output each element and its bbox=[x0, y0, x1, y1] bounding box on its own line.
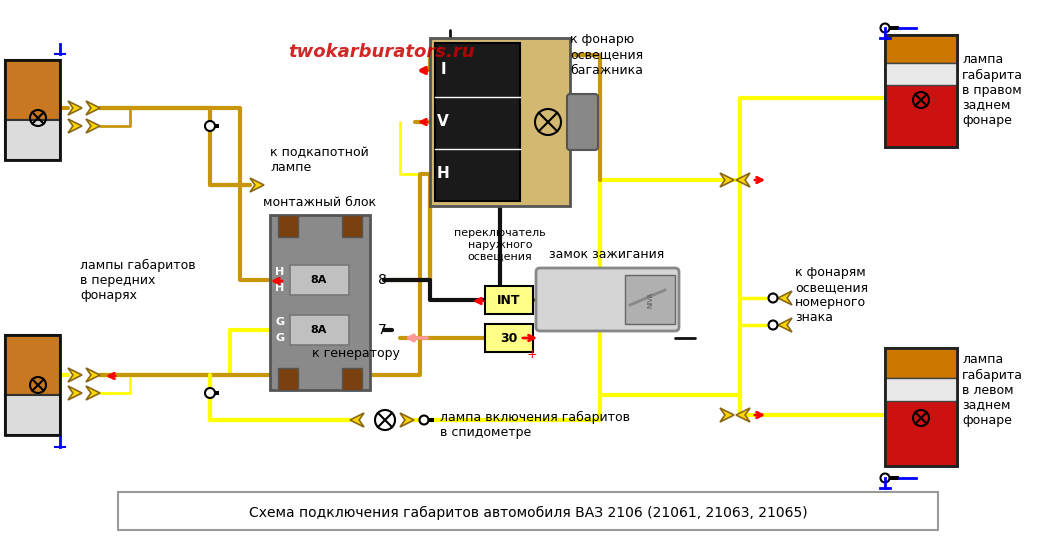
FancyBboxPatch shape bbox=[118, 492, 937, 530]
Bar bbox=[885, 378, 957, 401]
Bar bbox=[429, 418, 434, 422]
Circle shape bbox=[881, 474, 889, 483]
Text: переключатель
наружного
освещения: переключатель наружного освещения bbox=[454, 228, 545, 261]
Bar bbox=[435, 43, 520, 201]
Circle shape bbox=[205, 388, 215, 398]
Circle shape bbox=[205, 121, 215, 131]
Text: 30: 30 bbox=[500, 331, 518, 345]
FancyBboxPatch shape bbox=[536, 268, 679, 331]
Polygon shape bbox=[86, 386, 100, 400]
Text: G: G bbox=[275, 333, 284, 343]
Polygon shape bbox=[68, 368, 82, 382]
FancyBboxPatch shape bbox=[290, 265, 349, 295]
Text: V: V bbox=[437, 114, 449, 129]
Text: 8: 8 bbox=[378, 273, 387, 287]
Text: замок зажигания: замок зажигания bbox=[550, 249, 664, 262]
Text: twokarburators.ru: twokarburators.ru bbox=[289, 43, 475, 61]
Bar bbox=[625, 275, 675, 324]
Polygon shape bbox=[400, 413, 414, 427]
Text: Схема подключения габаритов автомобиля ВАЗ 2106 (21061, 21063, 21065): Схема подключения габаритов автомобиля В… bbox=[249, 506, 807, 520]
Polygon shape bbox=[778, 318, 792, 332]
Bar bbox=[885, 35, 957, 147]
FancyBboxPatch shape bbox=[485, 324, 533, 352]
Bar bbox=[5, 395, 60, 435]
Bar bbox=[342, 368, 362, 390]
Text: лампа
габарита
в правом
заднем
фонаре: лампа габарита в правом заднем фонаре bbox=[962, 54, 1023, 127]
Bar bbox=[885, 35, 957, 147]
Bar bbox=[215, 124, 219, 128]
Polygon shape bbox=[68, 386, 82, 400]
Text: 7: 7 bbox=[378, 323, 387, 337]
FancyBboxPatch shape bbox=[566, 94, 598, 150]
Text: к фонарям
освещения
номерного
знака: к фонарям освещения номерного знака bbox=[795, 266, 868, 324]
Bar bbox=[885, 63, 957, 85]
Text: к генератору: к генератору bbox=[312, 346, 400, 359]
Bar bbox=[889, 476, 899, 480]
Polygon shape bbox=[86, 119, 100, 133]
Circle shape bbox=[768, 321, 778, 330]
Polygon shape bbox=[778, 291, 792, 305]
Polygon shape bbox=[86, 368, 100, 382]
Bar bbox=[5, 60, 60, 160]
Circle shape bbox=[768, 294, 778, 302]
Circle shape bbox=[881, 24, 889, 33]
Text: 8A: 8A bbox=[311, 275, 327, 285]
Text: G: G bbox=[275, 317, 284, 327]
Bar bbox=[889, 26, 899, 30]
Polygon shape bbox=[86, 101, 100, 115]
Text: к подкапотной
лампе: к подкапотной лампе bbox=[270, 146, 369, 174]
Bar bbox=[279, 215, 298, 237]
FancyBboxPatch shape bbox=[485, 286, 533, 314]
Text: H: H bbox=[436, 166, 450, 182]
Polygon shape bbox=[736, 408, 750, 422]
Polygon shape bbox=[68, 119, 82, 133]
Bar bbox=[279, 368, 298, 390]
Circle shape bbox=[419, 416, 429, 425]
Polygon shape bbox=[736, 173, 750, 187]
Polygon shape bbox=[720, 408, 734, 422]
Bar bbox=[885, 348, 957, 466]
Text: I: I bbox=[440, 62, 446, 77]
Bar bbox=[5, 120, 60, 160]
Polygon shape bbox=[250, 178, 264, 192]
Polygon shape bbox=[68, 101, 82, 115]
Text: INT: INT bbox=[497, 294, 520, 307]
FancyBboxPatch shape bbox=[290, 315, 349, 345]
Text: лампа
габарита
в левом
заднем
фонаре: лампа габарита в левом заднем фонаре bbox=[962, 353, 1023, 426]
Text: H: H bbox=[275, 267, 284, 277]
Text: H: H bbox=[275, 283, 284, 293]
Bar bbox=[5, 335, 60, 435]
Polygon shape bbox=[720, 173, 734, 187]
Text: к фонарю
освещения
багажника: к фонарю освещения багажника bbox=[570, 33, 643, 76]
Text: монтажный блок: монтажный блок bbox=[264, 197, 376, 209]
Bar bbox=[5, 60, 60, 120]
Text: NIVA: NIVA bbox=[647, 292, 653, 308]
Bar bbox=[270, 215, 370, 390]
Bar bbox=[885, 35, 957, 63]
Text: лампы габаритов
в передних
фонарях: лампы габаритов в передних фонарях bbox=[80, 258, 195, 302]
Polygon shape bbox=[350, 413, 364, 427]
Bar bbox=[885, 348, 957, 466]
Bar bbox=[342, 215, 362, 237]
Text: 8A: 8A bbox=[311, 325, 327, 335]
Bar bbox=[430, 38, 570, 206]
Bar bbox=[215, 391, 219, 395]
Bar bbox=[885, 348, 957, 378]
Text: лампа включения габаритов
в спидометре: лампа включения габаритов в спидометре bbox=[440, 411, 630, 439]
Text: +: + bbox=[527, 347, 537, 360]
Bar bbox=[5, 335, 60, 395]
